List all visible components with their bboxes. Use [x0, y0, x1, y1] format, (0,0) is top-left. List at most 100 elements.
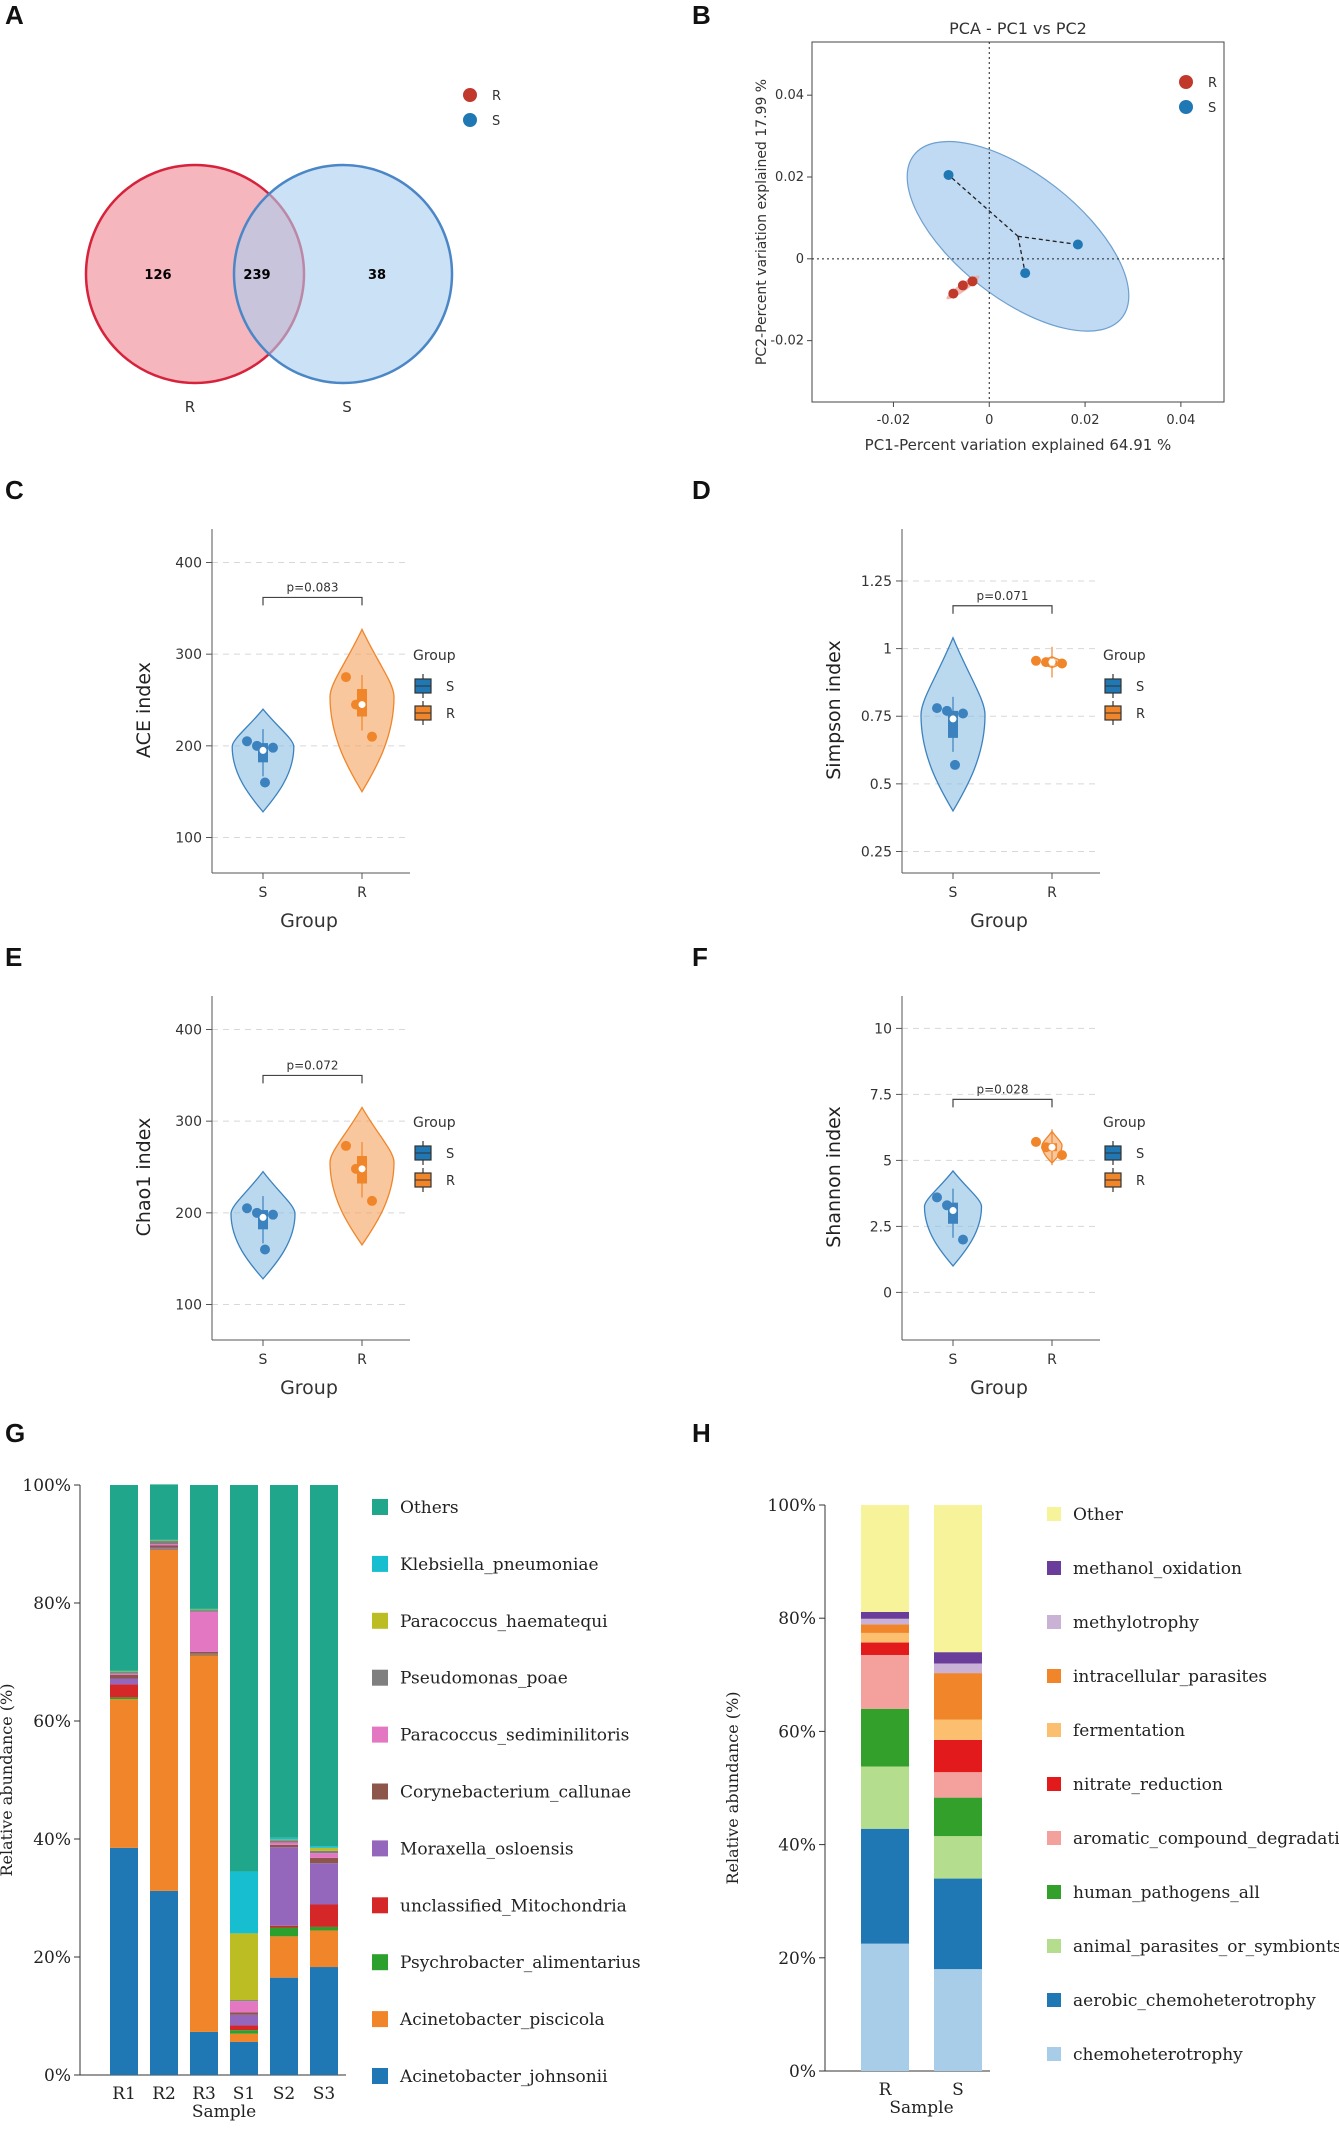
shannon-point-r	[1041, 1142, 1051, 1153]
species-bar-segment	[190, 1654, 218, 1655]
function-legend-swatch	[1047, 1777, 1061, 1791]
pca-point-s	[1072, 239, 1083, 250]
species-bar-segment	[270, 1840, 298, 1843]
shannon-y-tick-label: 0	[883, 1285, 892, 1301]
function-bar-segment	[934, 1836, 982, 1879]
species-legend-swatch	[372, 1840, 388, 1857]
species-x-tick-label: S2	[273, 2084, 295, 2104]
function-legend-swatch	[1047, 1993, 1061, 2007]
function-legend-label: animal_parasites_or_symbionts	[1073, 1937, 1339, 1957]
species-bar-segment	[230, 2014, 258, 2026]
species-bar-segment	[190, 1654, 218, 1656]
species-x-tick-label: S3	[313, 2084, 335, 2104]
function-legend-label: fermentation	[1073, 1721, 1185, 1741]
pca-centroid-line	[1017, 235, 1078, 246]
species-legend-swatch	[372, 1499, 388, 1515]
species-x-tick-label: S1	[233, 2084, 255, 2104]
function-y-tick-label: 100%	[767, 1496, 816, 1516]
pca-chart: PCA - PC1 vs PC2 -0.02 0 0.02 0.04 0.04 0.02 0 -…	[754, 19, 1225, 454]
function-y-tick-label: 60%	[778, 1722, 816, 1742]
panel-label-c: C	[5, 475, 24, 505]
function-x-axis-label: Sample	[889, 2098, 953, 2118]
shannon-x-tick-label: R	[1047, 1352, 1057, 1368]
species-bar-segment	[150, 1544, 178, 1546]
species-legend-label: Acinetobacter_johnsonii	[399, 2067, 608, 2087]
function-bar-segment	[861, 1632, 909, 1643]
legend-label-r: R	[492, 89, 501, 104]
ace-pvalue-label: p=0.083	[286, 580, 338, 594]
shannon-point-s	[942, 1200, 952, 1211]
simpson-point-s	[932, 703, 942, 714]
pca-y-tick-label: 0	[796, 252, 804, 267]
chao1-point-r	[341, 1140, 351, 1151]
species-bar-segment	[190, 1655, 218, 2032]
species-bar-segment	[150, 1549, 178, 1891]
chao1-legend-title: Group	[413, 1115, 456, 1131]
simpson-x-axis-label: Group	[970, 910, 1028, 932]
species-bar-segment	[310, 1904, 338, 1927]
panel-label-h: H	[692, 1418, 711, 1448]
species-bar-segment	[110, 1699, 138, 1848]
function-bar-segment	[861, 1505, 909, 1612]
species-bar-segment	[230, 1871, 258, 1934]
chao1-x-axis-label: Group	[280, 1377, 338, 1399]
species-bar-segment	[110, 1697, 138, 1700]
pca-y-tick-label: -0.02	[770, 334, 804, 349]
function-bar-segment	[861, 1828, 909, 1944]
function-bar-segment	[861, 1943, 909, 2071]
species-bar-segment	[270, 1936, 298, 1978]
venn-circle-s	[232, 163, 454, 385]
pca-y-axis-label: PC2-Percent variation explained 17.99 %	[754, 79, 770, 365]
venn-diagram: 126 239 38 R S R S	[84, 88, 501, 416]
chao1-y-axis-label: Chao1 index	[133, 1118, 155, 1237]
species-bar-segment	[270, 1485, 298, 1838]
ace-point-r	[367, 731, 377, 742]
species-bar-segment	[270, 1925, 298, 1928]
ace-legend-label-r: R	[446, 707, 455, 722]
simpson-point-s	[942, 705, 952, 716]
function-bar-segment	[934, 1719, 982, 1740]
simpson-pvalue-label: p=0.071	[976, 589, 1028, 603]
venn-label-s: S	[342, 398, 352, 416]
species-bar-segment	[230, 1933, 258, 2001]
species-bar-segment	[110, 1684, 138, 1698]
shannon-y-tick-label: 7.5	[870, 1087, 892, 1103]
species-bar-segment	[230, 2001, 258, 2013]
function-bar-segment	[934, 1739, 982, 1773]
species-legend-swatch	[372, 2068, 388, 2084]
ace-y-tick-label: 200	[175, 739, 202, 755]
species-bar-segment	[310, 1967, 338, 2075]
function-bar-segment	[861, 1642, 909, 1655]
simpson-y-tick-label: 0.75	[861, 709, 892, 725]
species-legend-label: unclassified_Mitochondria	[400, 1896, 627, 1916]
simpson-y-axis-label: Simpson index	[823, 640, 845, 780]
species-legend-label: Corynebacterium_callunae	[400, 1783, 631, 1803]
pca-x-tick-label: 0.02	[1071, 413, 1100, 428]
species-y-tick-label: 40%	[33, 1830, 71, 1850]
species-bar-segment	[230, 2000, 258, 2002]
chao1-y-tick-label: 400	[175, 1023, 202, 1039]
ace-point-s	[268, 742, 278, 753]
pca-y-tick-label: 0.04	[775, 88, 804, 103]
function-y-axis-label: Relative abundance (%)	[723, 1692, 742, 1885]
shannon-point-s	[958, 1234, 968, 1245]
species-legend-label: Others	[400, 1498, 459, 1518]
species-legend-swatch	[372, 1897, 388, 1914]
species-bar-segment	[270, 1977, 298, 2075]
species-bar-segment	[230, 1485, 258, 1872]
pca-legend-label-s: S	[1208, 101, 1216, 116]
venn-only-s: 38	[368, 268, 386, 283]
function-legend-swatch	[1047, 1669, 1061, 1683]
simpson-legend-label-s: S	[1136, 680, 1144, 695]
species-bar-segment	[110, 1671, 138, 1673]
species-bar-segment	[310, 1930, 338, 1968]
function-x-tick-label: S	[952, 2080, 964, 2100]
ace-median-s	[259, 746, 267, 754]
function-legend-swatch	[1047, 1561, 1061, 1575]
legend-dot-r	[463, 88, 477, 102]
function-legend-label: nitrate_reduction	[1073, 1775, 1223, 1795]
ace-significance-bracket	[262, 596, 363, 606]
species-bar-segment	[230, 2033, 258, 2042]
species-bar-segment	[150, 1549, 178, 1550]
